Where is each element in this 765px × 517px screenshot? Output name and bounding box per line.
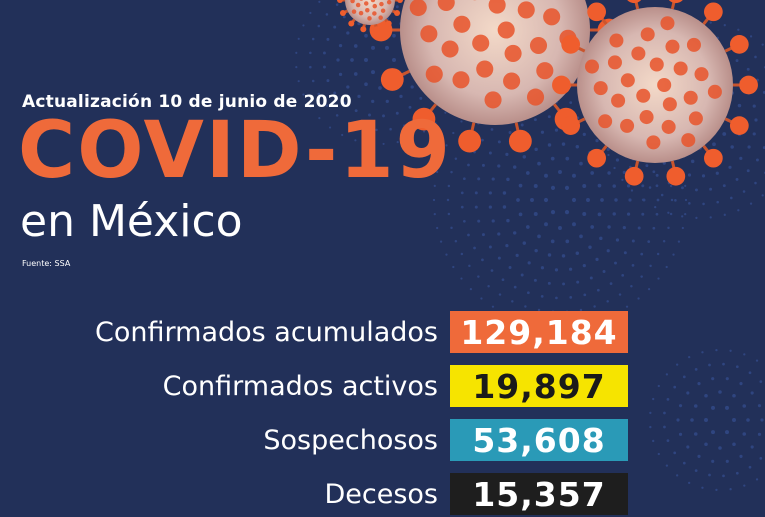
stat-suspected: Sospechosos 53,608: [263, 417, 628, 463]
stat-deaths: Decesos 15,357: [324, 471, 628, 517]
stat-label: Decesos: [324, 479, 438, 510]
stat-value: 15,357: [450, 473, 628, 515]
stat-confirmed-total: Confirmados acumulados 129,184: [95, 309, 628, 355]
stat-confirmed-active: Confirmados activos 19,897: [163, 363, 628, 409]
stat-label: Sospechosos: [263, 425, 438, 456]
stat-value: 53,608: [450, 419, 628, 461]
source-note: Fuente: SSA: [22, 259, 70, 268]
stat-value: 19,897: [450, 365, 628, 407]
stat-value: 129,184: [450, 311, 628, 353]
stat-label: Confirmados activos: [163, 371, 438, 402]
stat-label: Confirmados acumulados: [95, 317, 438, 348]
page-title: COVID-19: [18, 112, 452, 190]
page-subtitle: en México: [20, 200, 243, 244]
